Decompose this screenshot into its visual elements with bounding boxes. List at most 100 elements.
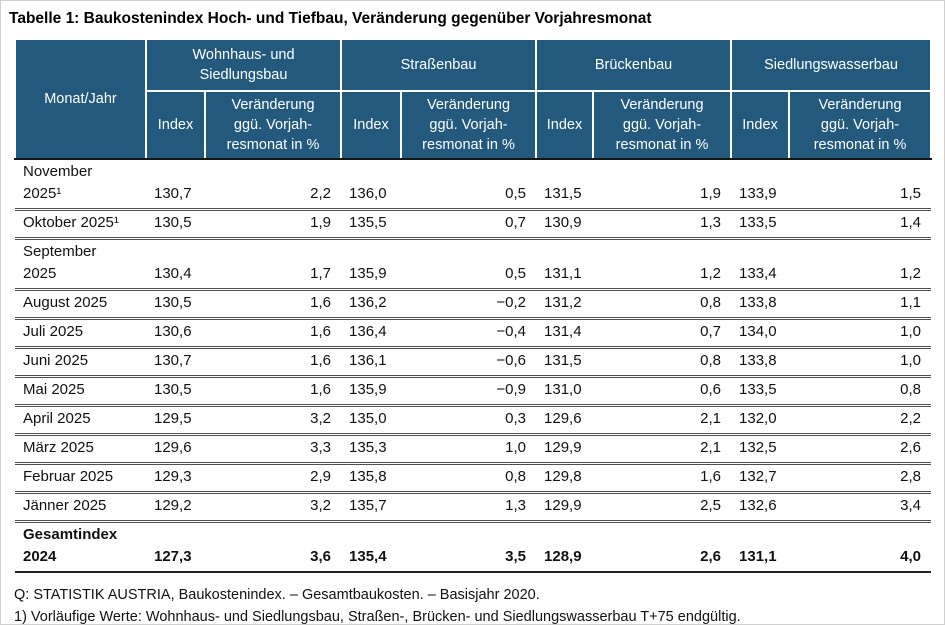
index-cell: 133,5 — [731, 376, 790, 407]
month-cell: Februar 2025 — [15, 463, 146, 494]
column-header-index-1: Index — [145, 90, 206, 160]
change-cell: 0,5 — [401, 238, 537, 291]
change-cell: 1,3 — [593, 209, 732, 240]
index-cell: 135,4 — [341, 521, 402, 573]
month-cell: Gesamtindex 2024 — [15, 521, 146, 573]
index-cell: 129,6 — [146, 434, 205, 465]
change-cell: 1,9 — [205, 209, 342, 240]
change-cell: 0,8 — [401, 463, 537, 494]
change-cell: 2,1 — [593, 405, 732, 436]
index-cell: 131,2 — [536, 289, 594, 320]
index-cell: 131,1 — [731, 521, 790, 573]
index-cell: 127,3 — [146, 521, 205, 573]
index-cell: 129,6 — [536, 405, 594, 436]
total-row: Gesamtindex 2024 127,3 3,6 135,4 3,5 128,9 2,6… — [15, 521, 932, 573]
change-cell: 1,7 — [205, 238, 342, 291]
index-cell: 135,3 — [341, 434, 402, 465]
change-cell: 1,2 — [789, 238, 932, 291]
change-cell: 2,8 — [789, 463, 932, 494]
change-cell: 3,3 — [205, 434, 342, 465]
change-cell: 1,6 — [205, 289, 342, 320]
change-cell: 0,7 — [401, 209, 537, 240]
data-row: Juni 2025 130,7 1,6 136,1 −0,6 131,5 0,8 133,8 1… — [15, 347, 932, 378]
index-cell: 135,0 — [341, 405, 402, 436]
month-cell: September 2025 — [15, 238, 146, 291]
data-row: Mai 2025 130,5 1,6 135,9 −0,9 131,0 0,6 133,5 0,… — [15, 376, 932, 407]
data-row: April 2025 129,5 3,2 135,0 0,3 129,6 2,1 132,0 2… — [15, 405, 932, 436]
change-cell: 2,2 — [205, 159, 342, 211]
index-cell: 130,6 — [146, 318, 205, 349]
data-row: August 2025 130,5 1,6 136,2 −0,2 131,2 0,8 133,… — [15, 289, 932, 320]
index-cell: 136,4 — [341, 318, 402, 349]
index-cell: 136,2 — [341, 289, 402, 320]
index-cell: 129,2 — [146, 492, 205, 523]
column-header-change-1: Veränderung ggü. Vorjah- resmonat in % — [203, 90, 343, 160]
change-cell: 1,9 — [593, 159, 732, 211]
data-row: Jänner 2025 129,2 3,2 135,7 1,3 129,9 2,5 132,6… — [15, 492, 932, 523]
change-cell: 2,2 — [789, 405, 932, 436]
change-cell: 1,5 — [789, 159, 932, 211]
index-cell: 133,4 — [731, 238, 790, 291]
change-cell: 1,0 — [789, 318, 932, 349]
data-row: Februar 2025 129,3 2,9 135,8 0,8 129,8 1,6 132,… — [15, 463, 932, 494]
index-cell: 131,1 — [536, 238, 594, 291]
index-cell: 131,4 — [536, 318, 594, 349]
change-cell: 0,8 — [593, 347, 732, 378]
index-cell: 129,8 — [536, 463, 594, 494]
index-cell: 132,7 — [731, 463, 790, 494]
month-cell: April 2025 — [15, 405, 146, 436]
data-row: März 2025 129,6 3,3 135,3 1,0 129,9 2,1 132,5 2,… — [15, 434, 932, 465]
change-cell: 0,7 — [593, 318, 732, 349]
index-cell: 132,6 — [731, 492, 790, 523]
index-cell: 134,0 — [731, 318, 790, 349]
column-header-index-2: Index — [340, 90, 403, 160]
change-cell: 1,3 — [401, 492, 537, 523]
column-header-change-2: Veränderung ggü. Vorjah- resmonat in % — [400, 90, 538, 160]
table-title: Tabelle 1: Baukostenindex Hoch- und Tief… — [9, 10, 652, 27]
index-cell: 135,8 — [341, 463, 402, 494]
sub-header-row: Index Veränderung ggü. Vorjah- resmonat … — [15, 90, 933, 160]
index-cell: 132,5 — [731, 434, 790, 465]
baukostenindex-table: Monat/Jahr Wohnhaus- und Siedlungsbau St… — [14, 38, 933, 573]
change-cell: −0,9 — [401, 376, 537, 407]
index-cell: 129,9 — [536, 492, 594, 523]
table-header: Monat/Jahr Wohnhaus- und Siedlungsbau St… — [14, 38, 933, 160]
month-cell: Juli 2025 — [15, 318, 146, 349]
month-cell: Oktober 2025¹ — [15, 209, 146, 240]
change-cell: 2,6 — [593, 521, 732, 573]
table-body: November 2025¹ 130,7 2,2 136,0 0,5 131,5 1,9 13… — [15, 159, 932, 573]
index-cell: 131,0 — [536, 376, 594, 407]
month-cell: August 2025 — [15, 289, 146, 320]
group-header-strassenbau: Straßenbau — [340, 38, 538, 92]
month-cell: Juni 2025 — [15, 347, 146, 378]
change-cell: −0,2 — [401, 289, 537, 320]
column-header-change-4: Veränderung ggü. Vorjah- resmonat in % — [788, 90, 933, 160]
change-cell: 3,2 — [205, 405, 342, 436]
data-row: September 2025 130,4 1,7 135,9 0,5 131,1 1,2 13… — [15, 238, 932, 291]
change-cell: 3,4 — [789, 492, 932, 523]
index-cell: 135,5 — [341, 209, 402, 240]
group-header-siedlungswasserbau: Siedlungswasserbau — [730, 38, 933, 92]
index-cell: 129,3 — [146, 463, 205, 494]
change-cell: 0,3 — [401, 405, 537, 436]
index-cell: 130,4 — [146, 238, 205, 291]
index-cell: 133,9 — [731, 159, 790, 211]
index-cell: 130,5 — [146, 209, 205, 240]
change-cell: 1,6 — [593, 463, 732, 494]
index-cell: 130,9 — [536, 209, 594, 240]
index-cell: 133,5 — [731, 209, 790, 240]
change-cell: 0,8 — [593, 289, 732, 320]
source-note: Q: STATISTIK AUSTRIA, Baukostenindex. – … — [14, 587, 540, 603]
index-cell: 131,5 — [536, 347, 594, 378]
index-cell: 130,5 — [146, 376, 205, 407]
index-cell: 135,7 — [341, 492, 402, 523]
column-header-index-3: Index — [535, 90, 595, 160]
index-cell: 130,5 — [146, 289, 205, 320]
change-cell: 1,6 — [205, 347, 342, 378]
column-header-index-4: Index — [730, 90, 791, 160]
change-cell: 0,5 — [401, 159, 537, 211]
index-cell: 128,9 — [536, 521, 594, 573]
change-cell: −0,4 — [401, 318, 537, 349]
change-cell: −0,6 — [401, 347, 537, 378]
